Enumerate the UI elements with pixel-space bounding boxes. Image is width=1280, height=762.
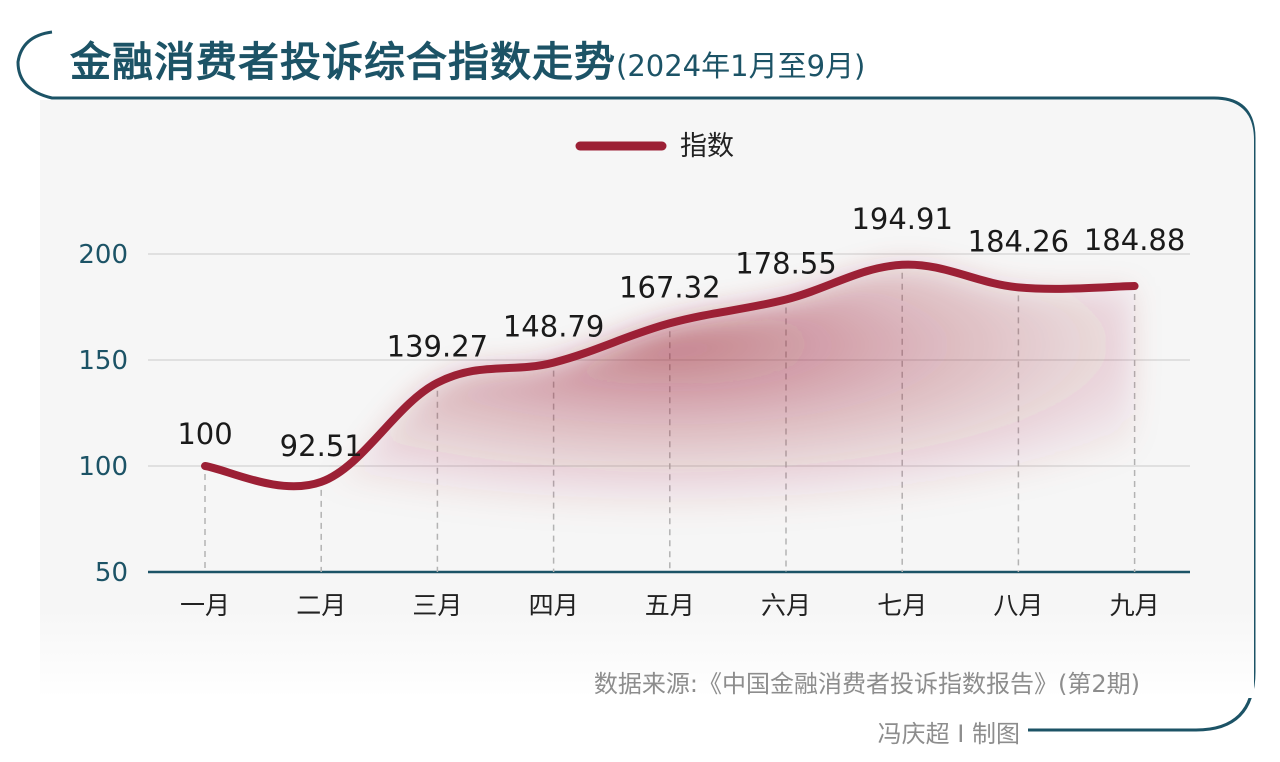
x-tick-label: 七月 xyxy=(877,591,927,620)
legend-label: 指数 xyxy=(680,131,734,162)
x-tick-label: 六月 xyxy=(761,591,811,620)
chart-credit: 冯庆超 I 制图 xyxy=(877,720,1020,748)
chart-title: 金融消费者投诉综合指数走势(2024年1月至9月) xyxy=(70,28,865,88)
chart-title-sub: (2024年1月至9月) xyxy=(616,49,866,83)
data-label: 139.27 xyxy=(387,330,488,364)
area-fill xyxy=(205,264,1135,532)
x-tick-label: 三月 xyxy=(412,591,462,620)
data-label: 194.91 xyxy=(851,202,952,236)
y-tick-label: 50 xyxy=(95,558,128,588)
x-tick-label: 二月 xyxy=(296,591,346,620)
data-label: 100 xyxy=(177,417,232,451)
data-label: 148.79 xyxy=(503,310,604,344)
data-label: 178.55 xyxy=(735,246,836,280)
x-tick-label: 九月 xyxy=(1110,591,1160,620)
y-tick-label: 200 xyxy=(78,240,128,270)
chart-title-main: 金融消费者投诉综合指数走势 xyxy=(70,38,616,86)
y-tick-label: 100 xyxy=(78,452,128,482)
data-label: 184.26 xyxy=(968,224,1069,258)
data-label: 167.32 xyxy=(619,270,720,304)
data-source-note: 数据来源:《中国金融消费者投诉指数报告》(第2期) xyxy=(593,670,1140,698)
x-tick-label: 一月 xyxy=(180,591,230,620)
data-label: 184.88 xyxy=(1084,223,1185,257)
series-line-index xyxy=(201,260,1139,491)
x-tick-label: 四月 xyxy=(529,591,579,620)
x-tick-label: 八月 xyxy=(993,591,1043,620)
y-tick-label: 150 xyxy=(78,346,128,376)
data-label: 92.51 xyxy=(280,429,363,463)
x-tick-label: 五月 xyxy=(645,591,695,620)
